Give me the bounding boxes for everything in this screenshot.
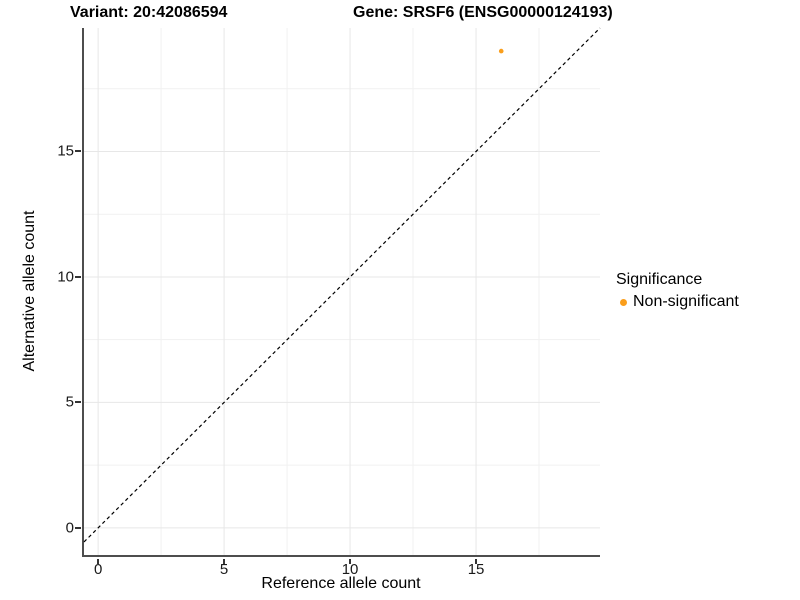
y-axis-title: Alternative allele count <box>21 210 38 372</box>
y-tick-mark <box>75 150 81 153</box>
identity-line <box>83 27 601 543</box>
plot-canvas <box>83 27 601 555</box>
x-tick-mark <box>223 559 226 564</box>
plot-panel: 0 5 10 15 0 5 10 15 <box>57 27 601 578</box>
x-tick-label: 0 <box>93 561 103 578</box>
legend-point-icon <box>620 298 627 306</box>
x-tick-label: 10 <box>341 561 359 578</box>
legend-title: Significance <box>616 271 703 288</box>
y-tick-label: 10 <box>57 268 74 286</box>
y-tick-label: 5 <box>65 393 74 411</box>
y-tick-label: 15 <box>57 142 74 160</box>
x-tick-mark <box>97 559 100 564</box>
x-tick-mark <box>475 559 478 564</box>
variant-title: Variant: 20:42086594 <box>70 4 228 21</box>
legend-item: Non-significant <box>616 292 739 312</box>
x-tick-label: 15 <box>467 561 485 578</box>
x-tick-label: 5 <box>219 561 229 578</box>
y-tick-label: 0 <box>65 519 74 537</box>
legend-item-label: Non-significant <box>633 293 739 310</box>
y-tick-mark <box>75 526 81 529</box>
x-tick-mark <box>349 559 352 564</box>
gene-title: Gene: SRSF6 (ENSG00000124193) <box>353 4 613 21</box>
y-tick-mark <box>75 275 81 278</box>
y-tick-mark <box>75 401 81 404</box>
legend: Significance Non-significant <box>616 270 739 312</box>
data-point <box>498 48 504 54</box>
x-axis-title: Reference allele count <box>261 575 421 592</box>
